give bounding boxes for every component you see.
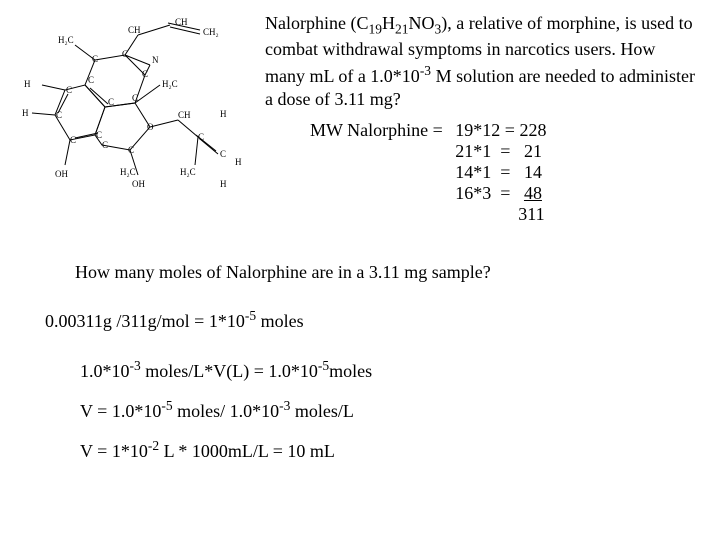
text: V = 1*10 <box>80 441 148 461</box>
svg-text:C: C <box>198 132 204 142</box>
calc-line-2: 1.0*10-3 moles/L*V(L) = 1.0*10-5moles <box>80 358 372 382</box>
mw-label: MW Nalorphine = <box>310 120 443 141</box>
text: NO <box>408 13 434 33</box>
svg-text:C: C <box>132 93 138 103</box>
svg-text:C: C <box>92 54 98 64</box>
text: L * 1000mL/L = 10 mL <box>159 441 335 461</box>
nalorphine-structure: H₂C CH CH CH₂ N H₂C H H C C C C C C C C … <box>20 15 250 215</box>
sup: -5 <box>245 308 256 323</box>
svg-text:OH: OH <box>55 169 68 179</box>
calc-line-4: V = 1*10-2 L * 1000mL/L = 10 mL <box>80 438 335 462</box>
mw-row: 14*1 = 14 <box>455 162 546 183</box>
text: moles <box>329 361 372 381</box>
svg-text:H: H <box>24 79 31 89</box>
sup: -3 <box>130 358 141 373</box>
mw-row: 21*1 = 21 <box>455 141 546 162</box>
svg-text:C: C <box>128 145 134 155</box>
sup: -5 <box>318 358 329 373</box>
svg-text:H: H <box>220 179 227 189</box>
svg-text:CH₂: CH₂ <box>203 27 219 37</box>
svg-text:H: H <box>22 108 29 118</box>
text: V = 1.0*10 <box>80 401 161 421</box>
svg-text:C: C <box>66 85 72 95</box>
svg-text:CH: CH <box>178 110 191 120</box>
svg-text:H₂C: H₂C <box>58 35 74 45</box>
mw-values: 19*12 = 228 21*1 = 21 14*1 = 14 16*3 = 4… <box>455 120 546 225</box>
calc-line-3: V = 1.0*10-5 moles/ 1.0*10-3 moles/L <box>80 398 354 422</box>
text: moles/ 1.0*10 <box>173 401 280 421</box>
svg-text:N: N <box>152 55 159 65</box>
svg-text:H: H <box>220 109 227 119</box>
svg-text:H₂C: H₂C <box>162 79 178 89</box>
sub: 19 <box>368 22 382 37</box>
text: moles/L*V(L) = 1.0*10 <box>141 361 318 381</box>
svg-text:O: O <box>147 122 154 132</box>
text: 0.00311g /311g/mol = 1*10 <box>45 311 245 331</box>
svg-text:C: C <box>102 140 108 150</box>
sup: -2 <box>148 438 159 453</box>
mw-calculation: MW Nalorphine = 19*12 = 228 21*1 = 21 14… <box>310 120 546 225</box>
svg-text:C: C <box>88 75 94 85</box>
svg-text:CH: CH <box>128 25 141 35</box>
svg-text:C: C <box>122 49 128 59</box>
svg-text:H₂C: H₂C <box>180 167 196 177</box>
calc-line-1: 0.00311g /311g/mol = 1*10-5 moles <box>45 308 304 332</box>
text: Nalorphine (C <box>265 13 368 33</box>
text: H <box>382 13 395 33</box>
svg-text:H₂C: H₂C <box>120 167 136 177</box>
mw-row: 19*12 = 228 <box>455 120 546 141</box>
sup: -5 <box>161 398 172 413</box>
svg-text:H: H <box>235 157 242 167</box>
text: moles/L <box>290 401 354 421</box>
svg-text:C: C <box>70 135 76 145</box>
text: 1.0*10 <box>80 361 130 381</box>
svg-text:C: C <box>56 110 62 120</box>
sup: -3 <box>420 63 431 78</box>
mw-row: 311 <box>455 204 546 225</box>
svg-text:OH: OH <box>132 179 145 189</box>
svg-text:CH: CH <box>175 17 188 27</box>
svg-text:C: C <box>108 97 114 107</box>
svg-text:C: C <box>220 149 226 159</box>
svg-text:C: C <box>142 69 148 79</box>
sup: -3 <box>279 398 290 413</box>
text: moles <box>256 311 304 331</box>
moles-question: How many moles of Nalorphine are in a 3.… <box>75 262 491 283</box>
svg-text:C: C <box>96 130 102 140</box>
problem-statement: Nalorphine (C19H21NO3), a relative of mo… <box>265 12 695 111</box>
sub: 21 <box>395 22 409 37</box>
mw-row: 16*3 = 48 <box>455 183 546 204</box>
